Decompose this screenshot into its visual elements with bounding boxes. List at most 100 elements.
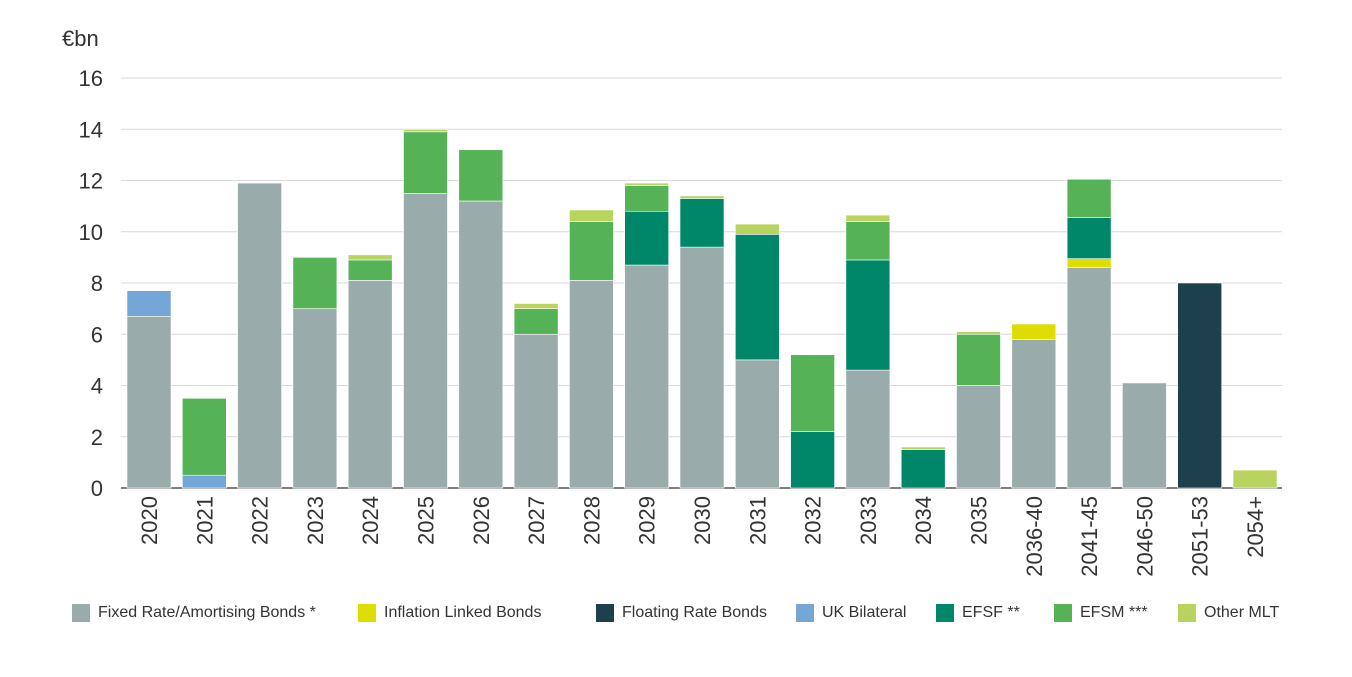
x-tick-label: 2027 <box>524 496 549 545</box>
stacked-bar-chart: €bn 0 2 4 6 8 10 12 14 16 2020 2021 2022 2023 2024 20… <box>62 26 1282 577</box>
legend-item-efsm: EFSM *** <box>1054 604 1148 622</box>
bar-segment <box>679 246 725 489</box>
y-axis-unit-label: €bn <box>62 26 99 51</box>
legend-label: UK Bilateral <box>822 604 907 621</box>
x-tick-label: 2026 <box>469 496 494 545</box>
y-tick-label: 0 <box>91 476 103 501</box>
bar-segment <box>624 264 670 489</box>
x-tick-label: 2035 <box>967 496 992 545</box>
bar-segment <box>126 290 172 317</box>
bar-segment <box>347 280 393 489</box>
bar-segment <box>679 195 725 199</box>
x-tick-label: 2022 <box>248 496 273 545</box>
legend-item-floating-rate: Floating Rate Bonds <box>596 604 767 622</box>
legend-item-inflation-linked: Inflation Linked Bonds <box>358 604 541 622</box>
legend-label: Other MLT <box>1204 604 1280 621</box>
bar-segment <box>1066 217 1112 259</box>
bar-segment <box>679 198 725 248</box>
x-tick-label: 2041-45 <box>1077 496 1102 577</box>
bar-segment <box>1232 469 1278 489</box>
legend-swatch <box>358 604 376 622</box>
bar-segment <box>734 234 780 361</box>
y-tick-label: 4 <box>91 374 103 399</box>
bar-segment <box>956 333 1001 386</box>
bar-segment <box>1066 178 1112 218</box>
legend-item-fixed-rate: Fixed Rate/Amortising Bonds * <box>72 604 316 622</box>
bar-segment <box>292 308 338 489</box>
x-tick-label: 2034 <box>911 496 936 545</box>
legend-label: EFSM *** <box>1080 604 1148 621</box>
x-tick-label: 2051-53 <box>1188 496 1213 577</box>
bar-segment <box>569 221 614 281</box>
legend-item-efsf: EFSF ** <box>936 604 1020 622</box>
bar-segment <box>956 385 1001 489</box>
bar-segment <box>513 303 559 309</box>
x-tick-label: 2024 <box>358 496 383 545</box>
legend-swatch <box>1054 604 1072 622</box>
bar-segment <box>624 210 670 266</box>
x-tick-label: 2033 <box>856 496 881 545</box>
legend-swatch <box>72 604 90 622</box>
bar-segment <box>845 369 891 489</box>
legend-swatch <box>596 604 614 622</box>
bar-segment <box>347 259 393 281</box>
x-tick-label: 2021 <box>192 496 217 545</box>
bar-segment <box>1011 339 1057 489</box>
x-tick-label: 2025 <box>414 496 439 545</box>
y-tick-label: 12 <box>79 169 103 194</box>
legend-label: EFSF ** <box>962 604 1020 621</box>
bar-segment <box>900 449 946 489</box>
bar-segment <box>900 446 946 450</box>
bar-segment <box>513 333 559 489</box>
x-tick-label: 2036-40 <box>1022 496 1047 577</box>
bar-segment <box>569 209 614 222</box>
x-tick-label: 2031 <box>745 496 770 545</box>
x-tick-label: 2029 <box>635 496 660 545</box>
bar-segment <box>790 431 835 489</box>
bar-segment <box>347 254 393 261</box>
x-tick-label: 2046-50 <box>1132 496 1157 577</box>
bar-segment <box>182 398 227 476</box>
legend-item-other-mlt: Other MLT <box>1178 604 1279 622</box>
bar-segment <box>458 200 504 489</box>
bar-segment <box>1011 323 1057 340</box>
legend-label: Floating Rate Bonds <box>622 604 767 621</box>
bar-segment <box>845 259 891 371</box>
bar-segment <box>845 214 891 222</box>
bar-segment <box>624 182 670 186</box>
legend-label: Inflation Linked Bonds <box>384 604 542 621</box>
bar-segment <box>1066 267 1112 489</box>
y-tick-label: 2 <box>91 425 103 450</box>
bar-segment <box>292 257 338 309</box>
bar-segment <box>126 316 172 489</box>
bar-segment <box>403 128 448 133</box>
bar-segment <box>403 193 448 489</box>
bar-segment <box>403 131 448 194</box>
bar-segment <box>1122 382 1167 489</box>
bar-segment <box>624 185 670 212</box>
y-tick-label: 14 <box>79 117 103 142</box>
bar-segment <box>1177 282 1222 489</box>
bar-segment <box>734 223 780 235</box>
x-tick-label: 2028 <box>579 496 604 545</box>
y-tick-label: 6 <box>91 322 103 347</box>
bar-segment <box>513 308 559 335</box>
x-tick-label: 2032 <box>801 496 826 545</box>
bar-segment <box>956 331 1001 335</box>
bar-segment <box>845 221 891 261</box>
y-tick-label: 16 <box>79 66 103 91</box>
bar-segment <box>734 359 780 489</box>
x-tick-label: 2054+ <box>1243 496 1268 558</box>
x-tick-label: 2020 <box>137 496 162 545</box>
bar-segment <box>790 354 835 432</box>
legend-item-uk-bilateral: UK Bilateral <box>796 604 906 622</box>
y-tick-label: 8 <box>91 271 103 296</box>
bar-segment <box>182 474 227 489</box>
x-tick-label: 2023 <box>303 496 328 545</box>
y-tick-label: 10 <box>79 220 103 245</box>
legend-swatch <box>1178 604 1196 622</box>
legend-swatch <box>796 604 814 622</box>
bar-segment <box>458 149 504 202</box>
x-tick-label: 2030 <box>690 496 715 545</box>
